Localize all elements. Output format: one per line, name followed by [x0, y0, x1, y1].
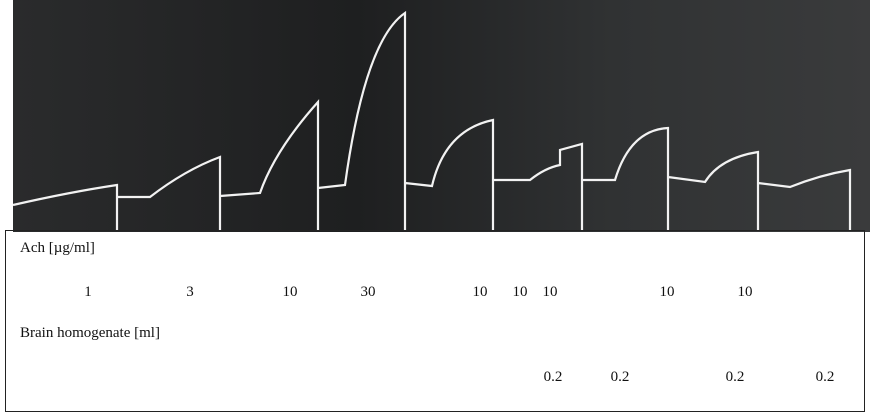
ach-dose: 10	[543, 284, 558, 301]
brain-dose: 0.2	[816, 369, 835, 386]
ach-dose: 10	[473, 284, 488, 301]
ach-dose: 10	[660, 284, 675, 301]
brain-dose: 0.2	[544, 369, 563, 386]
ach-label: Ach [µg/ml]	[20, 240, 95, 257]
figure: Ach [µg/ml] Brain homogenate [ml] 1 3 10 30…	[0, 0, 881, 417]
brain-dose: 0.2	[611, 369, 630, 386]
ach-dose: 10	[283, 284, 298, 301]
brain-dose: 0.2	[726, 369, 745, 386]
ach-dose: 3	[186, 284, 194, 301]
ach-dose: 10	[513, 284, 528, 301]
ach-dose: 1	[84, 284, 92, 301]
ach-dose: 30	[361, 284, 376, 301]
ach-dose: 10	[738, 284, 753, 301]
kymograph-trace	[0, 0, 881, 232]
brain-label: Brain homogenate [ml]	[20, 325, 160, 342]
